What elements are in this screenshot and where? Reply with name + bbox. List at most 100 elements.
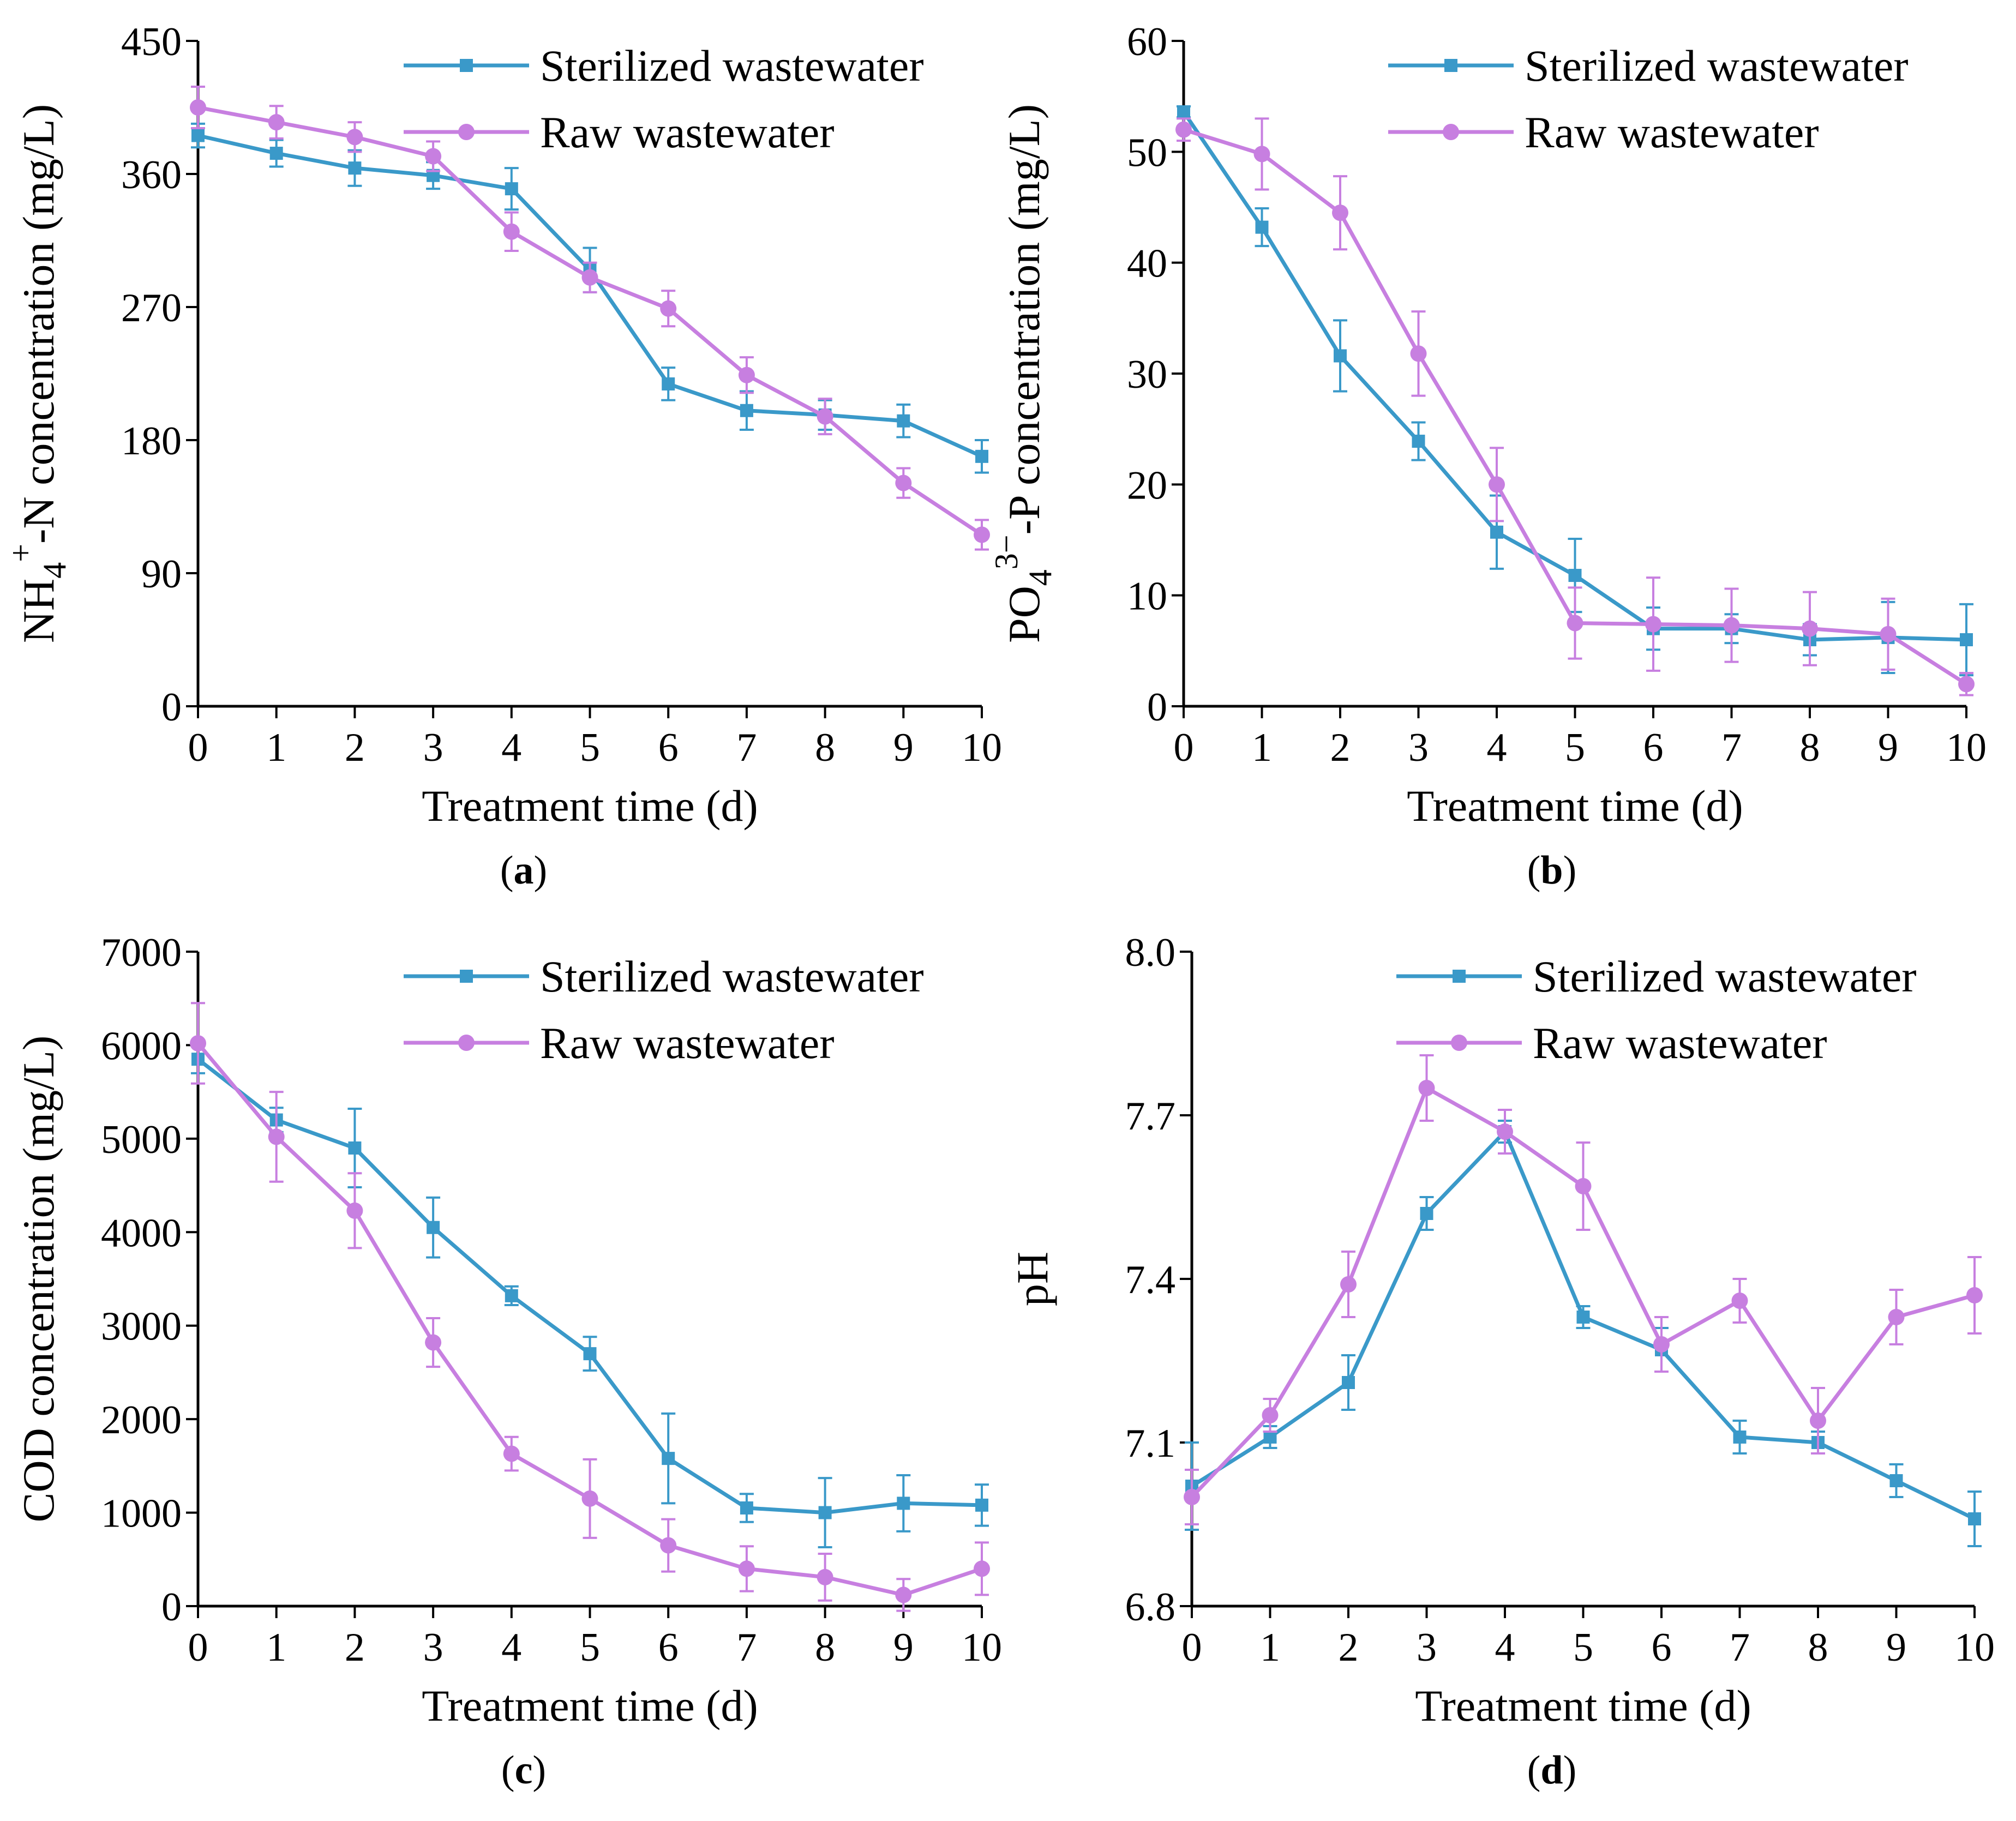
legend-marker-square [460,970,473,983]
y-tick-label: 6.8 [1125,1585,1176,1630]
data-point-circle [1340,1276,1357,1293]
y-axis-title: PO43−-P concentration (mg/L) [988,104,1058,643]
x-tick-label: 5 [580,725,600,770]
x-tick-label: 2 [345,725,365,770]
data-point-square [662,1452,675,1465]
y-axis-title-rest: -N concentration (mg/L) [14,104,63,544]
data-point-circle [190,99,206,116]
x-axis-title: Treatment time (d) [1415,1681,1751,1730]
x-tick-label: 4 [1495,1625,1515,1670]
data-point-square [1334,349,1347,363]
legend-label: Sterilized wastewater [540,952,924,1001]
data-point-circle [974,1560,990,1577]
y-tick-label: 4000 [101,1211,182,1255]
series-raw [190,86,990,551]
x-tick-label: 9 [1886,1625,1906,1670]
legend-label: Sterilized wastewater [1533,952,1917,1001]
x-axis-title: Treatment time (d) [422,781,758,831]
x-tick-label: 0 [1182,1625,1202,1670]
y-axis-title-superscript: 3− [988,534,1024,569]
data-point-circle [1645,616,1661,633]
series-sterilized [191,122,989,474]
data-point-square [897,414,910,428]
legend-marker-square [1453,970,1466,983]
y-axis-title-rest: -P concentration (mg/L) [999,104,1049,534]
data-point-circle [425,1334,442,1351]
caption-letter: b [1540,848,1563,893]
data-point-square [1490,525,1503,539]
data-point-circle [1958,676,1975,693]
data-point-circle [1418,1080,1435,1096]
data-point-circle [974,526,990,543]
y-tick-label: 20 [1127,463,1167,508]
panel-b: 0 1 2 3 4 5 6 7 8 9 10 0 10 20 30 40 50 60 Treatment time … [988,20,1987,893]
x-tick-label: 2 [1330,725,1351,770]
y-tick-label: 3000 [101,1305,182,1349]
legend-label: Sterilized wastewater [540,41,924,91]
y-tick-label: 50 [1127,130,1167,175]
data-point-circle [1888,1309,1905,1325]
y-axis-title: NH4+-N concentration (mg/L) [3,104,73,643]
data-point-square [348,1141,362,1155]
data-point-circle [738,1560,755,1577]
x-tick-label: 4 [1487,725,1507,770]
data-point-square [1968,1512,1981,1525]
y-tick-label: 0 [161,685,182,730]
y-tick-label: 8.0 [1125,930,1176,975]
data-point-square [662,377,675,390]
legend-label: Raw wastewater [540,107,835,157]
panel-caption: (b) [1527,848,1576,893]
data-point-circle [895,474,912,491]
data-point-square [1420,1207,1433,1220]
data-point-circle [1575,1178,1592,1194]
data-point-circle [1731,1293,1748,1309]
data-point-circle [817,1568,833,1585]
x-tick-label: 6 [658,725,679,770]
data-point-circle [1810,1413,1826,1429]
y-tick-label: 90 [141,552,182,597]
data-point-circle [1184,1489,1200,1505]
data-point-circle [1802,620,1818,637]
y-tick-label: 60 [1127,20,1167,64]
data-point-square [740,404,753,417]
series-raw [1175,117,1975,696]
data-point-circle [1253,146,1270,163]
data-point-square [818,1506,832,1519]
caption-paren: ) [1563,848,1577,893]
panel-caption: (a) [500,848,547,893]
x-tick-label: 1 [1260,1625,1280,1670]
data-point-circle [1880,626,1897,642]
data-point-square [975,1498,988,1512]
caption-letter: d [1540,1748,1563,1793]
caption-letter: a [514,848,534,893]
caption-paren: ) [532,1748,546,1793]
y-tick-label: 10 [1127,574,1167,619]
y-axis-title-base: pH [1007,1252,1057,1306]
data-point-square [269,147,283,160]
x-tick-label: 3 [423,1625,443,1670]
x-tick-label: 0 [188,725,208,770]
x-tick-label: 10 [962,725,1002,770]
data-point-square [583,1347,597,1361]
data-point-circle [738,366,755,383]
data-point-circle [1723,617,1740,634]
data-point-circle [190,1035,206,1051]
data-point-circle [268,114,285,131]
data-point-circle [1175,121,1192,138]
data-point-square [975,449,988,463]
data-point-circle [1332,205,1348,221]
y-tick-label: 0 [161,1585,182,1630]
legend-item: Raw wastewater [404,107,835,157]
data-point-square [740,1501,753,1515]
series-line [197,105,983,537]
panel-d: 0 1 2 3 4 5 6 7 8 9 10 6.8 7.1 7.4 7.7 8.0 Treatment tim… [1007,930,1995,1793]
data-point-circle [425,148,442,165]
x-tick-label: 7 [736,1625,757,1670]
legend-marker-circle [458,1035,475,1051]
y-axis-title: COD concentration (mg/L) [14,1036,63,1523]
y-tick-label: 2000 [101,1398,182,1443]
y-tick-label: 5000 [101,1117,182,1162]
data-point-circle [817,408,833,425]
y-tick-label: 450 [121,20,182,64]
data-point-square [1576,1311,1590,1324]
